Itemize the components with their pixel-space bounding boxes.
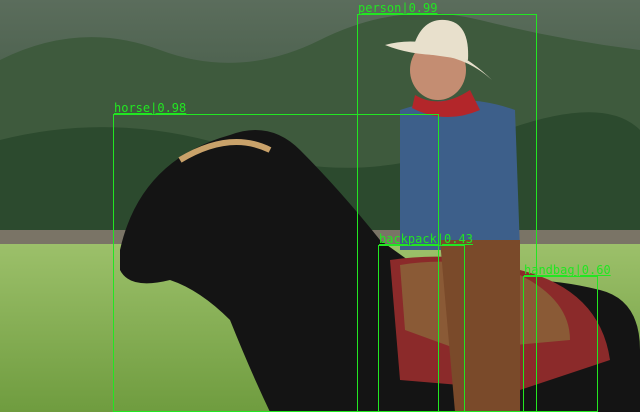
neckerchief xyxy=(412,90,480,118)
rider-chaps xyxy=(440,240,520,412)
rider-vest xyxy=(400,100,520,250)
cowboy-hat-crown xyxy=(412,19,469,60)
horse-bridle xyxy=(178,139,272,163)
cowboy-hat-brim xyxy=(385,41,492,80)
